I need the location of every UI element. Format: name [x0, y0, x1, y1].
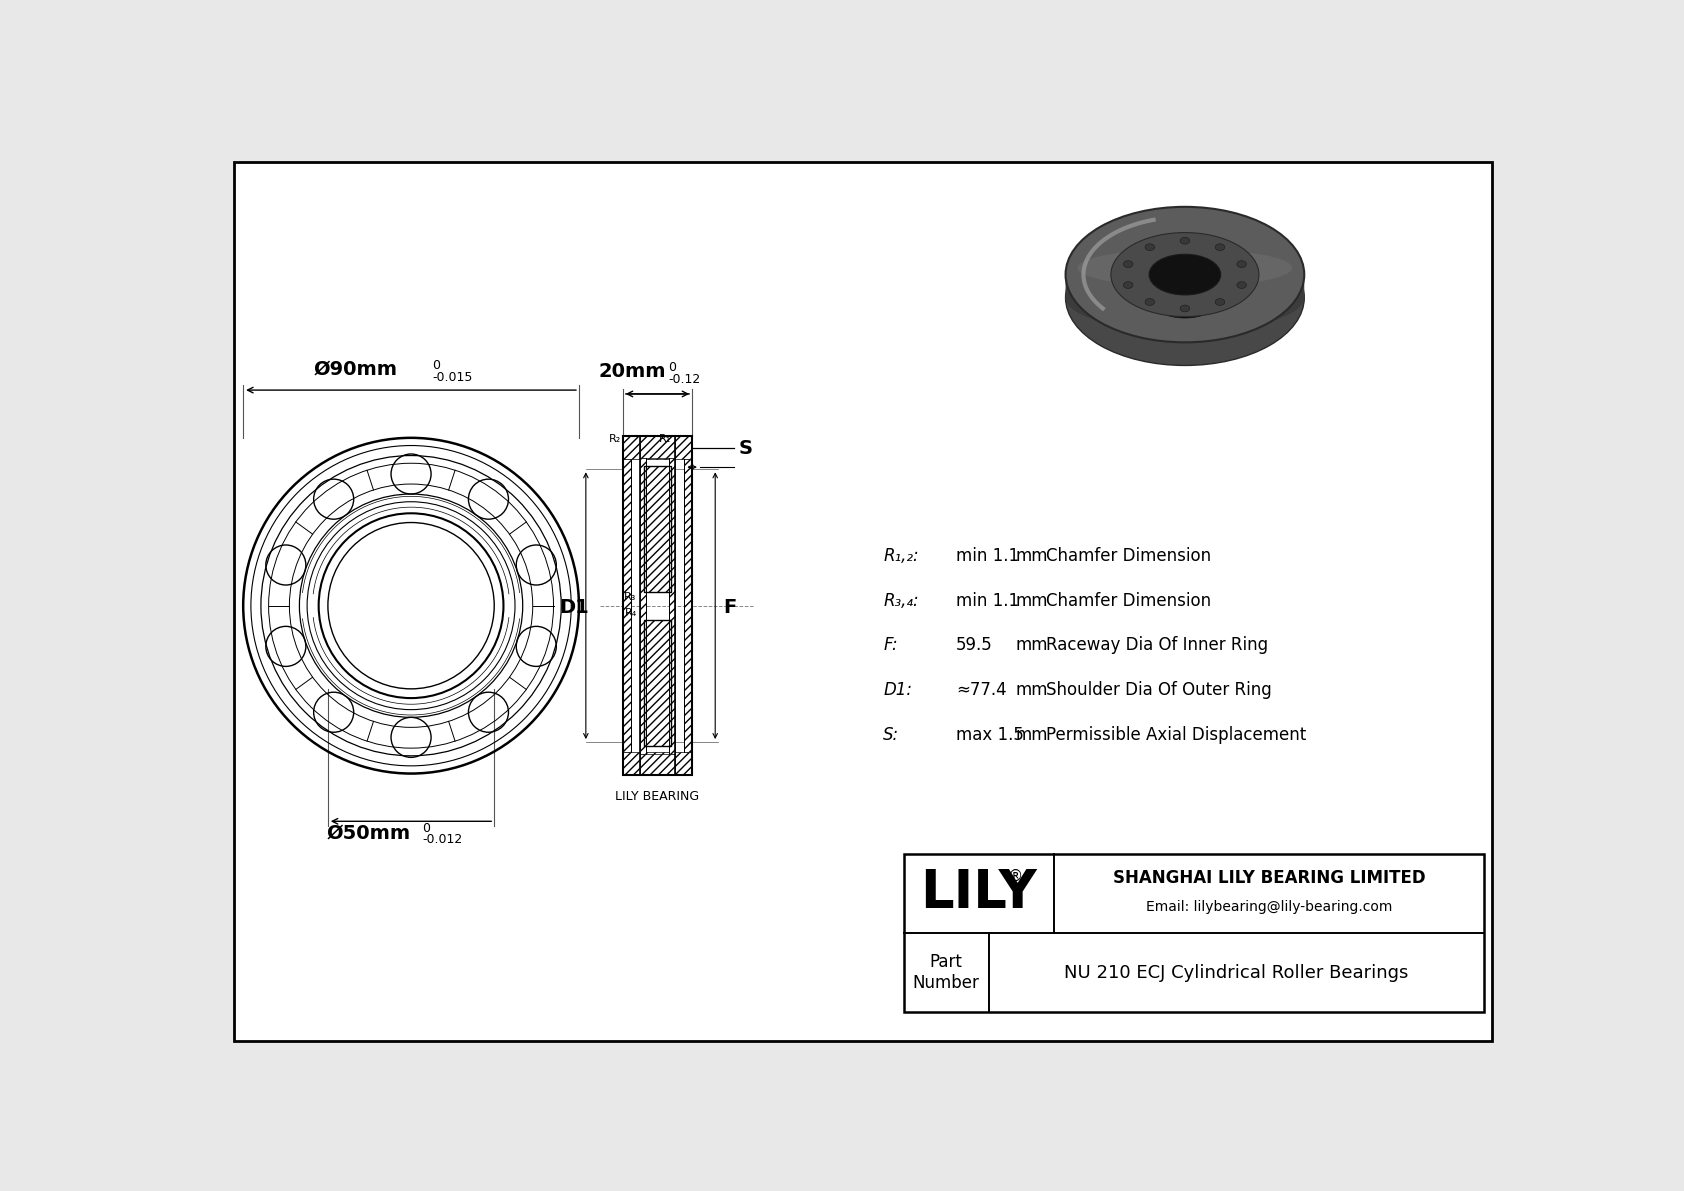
Text: -0.012: -0.012	[423, 833, 463, 846]
Ellipse shape	[1180, 237, 1189, 244]
Text: Chamfer Dimension: Chamfer Dimension	[1046, 592, 1211, 610]
Ellipse shape	[1236, 261, 1246, 268]
Text: mm: mm	[1015, 681, 1047, 699]
Text: -0.015: -0.015	[433, 370, 473, 384]
Text: min 1.1: min 1.1	[957, 547, 1019, 565]
Text: Permissible Axial Displacement: Permissible Axial Displacement	[1046, 725, 1307, 743]
Bar	[645, 466, 670, 592]
Text: S: S	[738, 439, 753, 459]
Ellipse shape	[1236, 281, 1246, 288]
Text: S:: S:	[882, 725, 899, 743]
Polygon shape	[1066, 275, 1305, 331]
Text: mm: mm	[1015, 725, 1047, 743]
Text: 0: 0	[669, 361, 677, 374]
Bar	[669, 457, 675, 754]
Text: R₁: R₁	[658, 435, 672, 444]
Text: 0: 0	[433, 358, 441, 372]
Text: 0: 0	[423, 822, 431, 835]
Ellipse shape	[1066, 207, 1305, 342]
Text: Ø50mm: Ø50mm	[327, 823, 411, 842]
Ellipse shape	[1180, 305, 1189, 312]
Text: R₄: R₄	[625, 609, 637, 618]
Text: Shoulder Dia Of Outer Ring: Shoulder Dia Of Outer Ring	[1046, 681, 1271, 699]
Text: SHANGHAI LILY BEARING LIMITED: SHANGHAI LILY BEARING LIMITED	[1113, 869, 1425, 887]
Bar	[645, 619, 670, 746]
Text: NU 210 ECJ Cylindrical Roller Bearings: NU 210 ECJ Cylindrical Roller Bearings	[1064, 964, 1408, 981]
Text: D1: D1	[559, 598, 589, 617]
Text: F:: F:	[882, 636, 898, 654]
Ellipse shape	[1066, 230, 1305, 366]
Ellipse shape	[1216, 244, 1224, 250]
Bar	[640, 754, 675, 775]
Ellipse shape	[1145, 244, 1155, 250]
Bar	[645, 619, 670, 746]
Polygon shape	[1148, 267, 1221, 298]
Bar	[684, 460, 692, 752]
Text: F: F	[722, 598, 736, 617]
Text: Ø90mm: Ø90mm	[313, 360, 397, 379]
Text: R₃: R₃	[623, 592, 637, 601]
Ellipse shape	[1216, 299, 1224, 305]
Text: R₁,₂:: R₁,₂:	[882, 547, 919, 565]
Bar	[640, 457, 647, 754]
Text: ®: ®	[1009, 869, 1024, 884]
Text: LILY BEARING: LILY BEARING	[615, 790, 699, 803]
Bar	[645, 466, 670, 592]
Text: R₂: R₂	[610, 435, 621, 444]
Text: Chamfer Dimension: Chamfer Dimension	[1046, 547, 1211, 565]
Bar	[623, 436, 692, 460]
Text: Email: lilybearing@lily-bearing.com: Email: lilybearing@lily-bearing.com	[1145, 900, 1393, 915]
Text: max 1.5: max 1.5	[957, 725, 1024, 743]
Text: ≈77.4: ≈77.4	[957, 681, 1007, 699]
Ellipse shape	[1145, 299, 1155, 305]
Ellipse shape	[1123, 281, 1133, 288]
Ellipse shape	[1111, 232, 1260, 317]
Bar	[904, 854, 1484, 1012]
Text: LILY: LILY	[921, 867, 1037, 919]
Ellipse shape	[1123, 261, 1133, 268]
Text: mm: mm	[1015, 636, 1047, 654]
Text: 20mm: 20mm	[598, 362, 665, 381]
Bar	[623, 460, 630, 752]
Text: mm: mm	[1015, 547, 1047, 565]
Text: min 1.1: min 1.1	[957, 592, 1019, 610]
Text: D1:: D1:	[882, 681, 913, 699]
Ellipse shape	[1148, 254, 1221, 295]
Bar	[623, 436, 692, 775]
Text: Raceway Dia Of Inner Ring: Raceway Dia Of Inner Ring	[1046, 636, 1268, 654]
Ellipse shape	[1078, 249, 1292, 287]
Text: mm: mm	[1015, 592, 1047, 610]
Text: Part
Number: Part Number	[913, 953, 980, 992]
Bar	[640, 436, 675, 457]
Text: 59.5: 59.5	[957, 636, 994, 654]
Bar	[623, 752, 692, 775]
Bar	[640, 436, 675, 775]
Ellipse shape	[1148, 278, 1221, 318]
Text: -0.12: -0.12	[669, 373, 701, 386]
Text: R₃,₄:: R₃,₄:	[882, 592, 919, 610]
